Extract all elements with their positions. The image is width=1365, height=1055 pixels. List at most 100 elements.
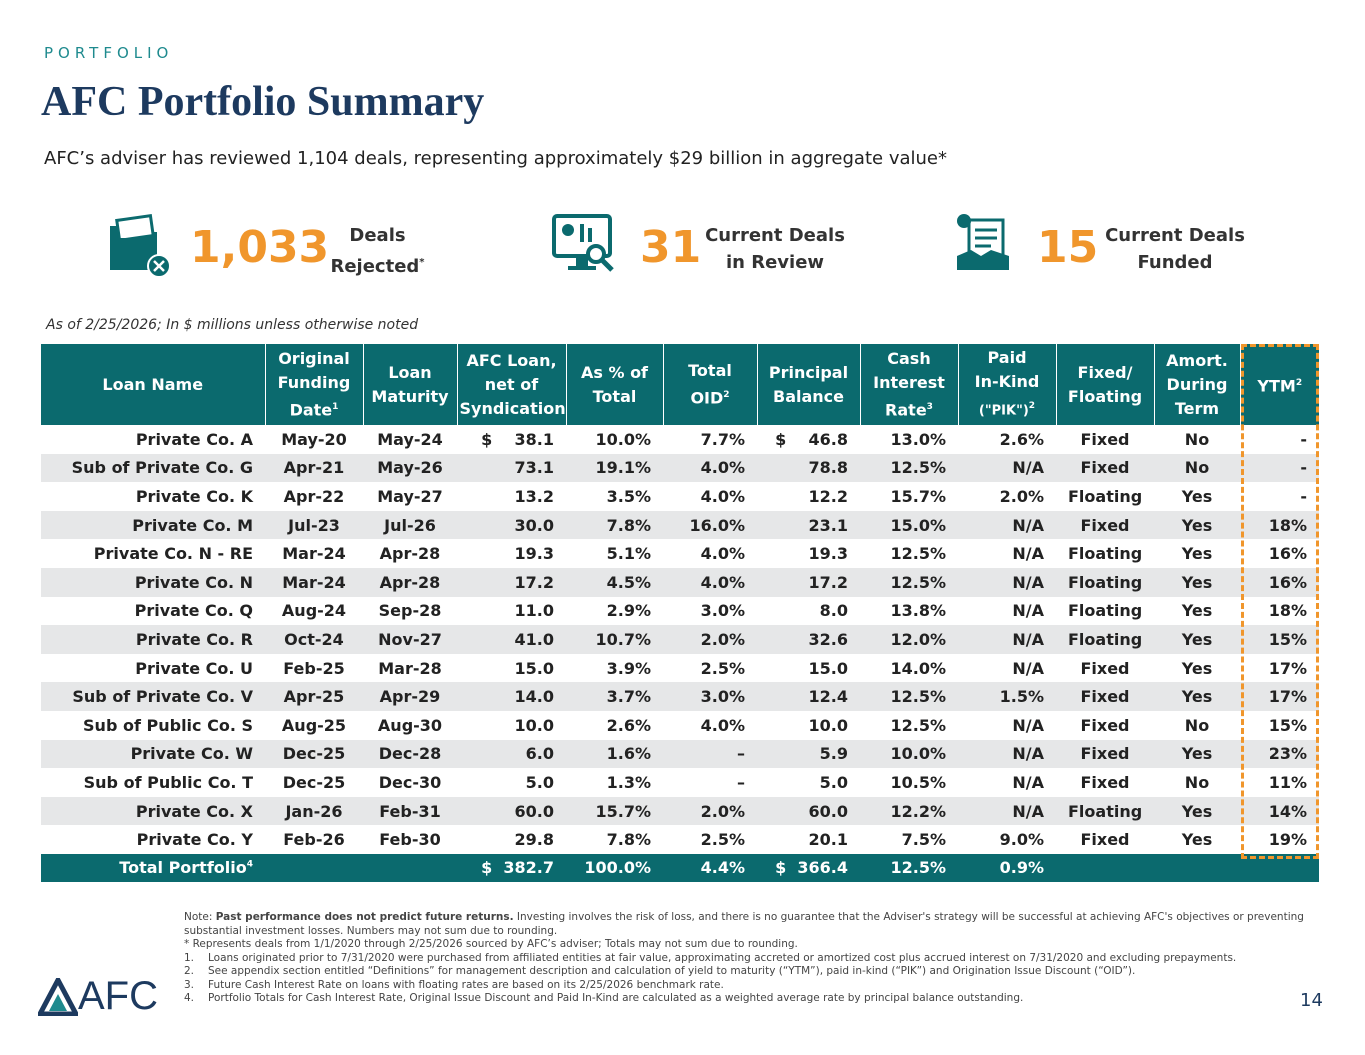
cell: Aug-30 — [377, 715, 443, 735]
header-line: Principal — [768, 362, 849, 382]
cell: Private Co. A — [135, 429, 253, 449]
cell: Private Co. Y — [136, 830, 253, 850]
cell: 12.5% — [860, 682, 958, 711]
cell: Dec-30 — [378, 772, 442, 792]
header-line: Original — [278, 348, 350, 368]
header-sup: 2 — [1295, 377, 1303, 388]
header-line: Balance — [773, 386, 844, 406]
cell: $ 366.4 — [757, 853, 860, 882]
cell: Dec-25 — [265, 739, 363, 769]
stat-label: Deals Rejected* — [330, 222, 425, 280]
cell: Private Co. K — [135, 486, 253, 506]
cell: 73.1 — [457, 453, 566, 483]
cell: Apr-28 — [363, 567, 457, 597]
cell: 1.3% — [606, 772, 651, 792]
cell: 12.5% — [860, 853, 958, 882]
cell: 10.7% — [566, 625, 663, 654]
cell: 15.7% — [890, 486, 946, 506]
cell: N/A — [958, 739, 1056, 769]
cell: Aug-24 — [281, 601, 347, 621]
header-sup: 2 — [1028, 400, 1036, 411]
cell: 11.0 — [514, 601, 554, 621]
header-line: ("PIK") — [978, 403, 1029, 419]
cell: N/A — [958, 453, 1056, 483]
cell — [1154, 853, 1240, 882]
header-line: Maturity — [371, 386, 449, 406]
cell: Private Co. R — [41, 625, 265, 654]
total-row: Total Portfolio4 $ 382.7 100.0% 4.4% $ 366.4… — [41, 853, 1319, 882]
cell: Yes — [1154, 625, 1240, 654]
cell: No — [1154, 453, 1240, 483]
cell: N/A — [958, 625, 1056, 654]
cell: 10.5% — [890, 772, 946, 792]
cell — [265, 853, 363, 882]
cell: 11% — [1268, 772, 1307, 792]
cell: Jul-23 — [265, 510, 363, 540]
cell: $ 382.7 — [457, 853, 566, 882]
cell: Aug-25 — [281, 715, 347, 735]
cell: 16.0% — [663, 510, 757, 540]
cell: Floating — [1068, 601, 1143, 621]
header-line: Loan — [388, 362, 432, 382]
header-line: OID — [690, 388, 724, 408]
cell: 2.5% — [700, 658, 745, 678]
stat-label-line: Current Deals — [705, 225, 845, 246]
header-line: net of — [484, 374, 539, 394]
cell: Mar-24 — [282, 544, 346, 564]
cell: 100.0% — [566, 853, 663, 882]
column-header: Loan Maturity — [362, 344, 457, 425]
footnote-text: Portfolio Totals for Cash Interest Rate,… — [208, 992, 1024, 1004]
footnote-number: 1. — [184, 951, 195, 964]
stat-value: 15 — [1037, 222, 1099, 273]
cell: 12.5% — [890, 715, 946, 735]
cell: 7.7% — [700, 429, 745, 449]
icon-folder — [110, 214, 171, 278]
cell: 2.6% — [999, 429, 1044, 449]
cell: 2.9% — [606, 601, 651, 621]
cell: Floating — [1056, 567, 1154, 597]
cell: 4.0% — [663, 567, 757, 597]
cell — [1056, 853, 1154, 882]
cell: 15.0 — [514, 658, 554, 678]
cell: Yes — [1181, 658, 1213, 678]
table-row: Sub of Public Co. T Dec-25 Dec-30 5.0 1.3% – 5… — [41, 768, 1319, 797]
cell: N/A — [958, 796, 1056, 826]
table-row: Private Co. K Apr-22 May-27 13.2 3.5% 4.0% 12.… — [41, 482, 1319, 511]
column-header: Paid In-Kind ("PIK")2 — [957, 344, 1056, 425]
stat-label-line: Rejected — [330, 256, 420, 277]
cell: 15.0% — [860, 510, 958, 540]
logo-text: AFC — [78, 974, 158, 1018]
table-row: Private Co. M Jul-23 Jul-26 30.0 7.8% 16.0% 23… — [41, 510, 1319, 540]
cell: 41.0 — [457, 625, 566, 654]
cell: 5.0 — [525, 772, 554, 792]
table-row: Private Co. N Mar-24 Apr-28 17.2 4.5% 4.0% 17.… — [41, 567, 1319, 597]
column-header: Amort. During Term — [1153, 344, 1240, 425]
cell: 19.3 — [514, 544, 554, 564]
cell: Floating — [1056, 625, 1154, 654]
icon-deal — [957, 214, 1009, 270]
cell: 13.2 — [514, 486, 554, 506]
cell: Yes — [1154, 796, 1240, 826]
cell: 4.5% — [566, 567, 663, 597]
cell: No — [1184, 429, 1210, 449]
cell: 10.0 — [808, 715, 848, 735]
cell: May-20 — [281, 429, 347, 449]
cell: 32.6 — [757, 625, 860, 654]
cell: 4.0% — [700, 486, 745, 506]
cell: Yes — [1181, 544, 1213, 564]
cell: Jul-26 — [363, 510, 457, 540]
column-header: AFC Loan, net of Syndication — [456, 344, 566, 425]
cell: Fixed — [1056, 510, 1154, 540]
cell: Fixed — [1056, 453, 1154, 483]
cell: 19.1% — [566, 453, 663, 483]
cell: 4.0% — [663, 453, 757, 483]
cell: Fixed — [1056, 739, 1154, 769]
table-row: Sub of Private Co. G Apr-21 May-26 73.1 19.1… — [41, 453, 1319, 483]
header-line: Paid — [987, 347, 1027, 367]
cell: – — [663, 739, 757, 769]
stat-label-line: Current Deals — [1105, 225, 1245, 246]
cell: 15.7% — [566, 796, 663, 826]
cell: 10.0% — [595, 429, 651, 449]
footnote: 4. Portfolio Totals for Cash Interest Rat… — [184, 992, 1324, 1006]
cell: 12.0% — [860, 625, 958, 654]
